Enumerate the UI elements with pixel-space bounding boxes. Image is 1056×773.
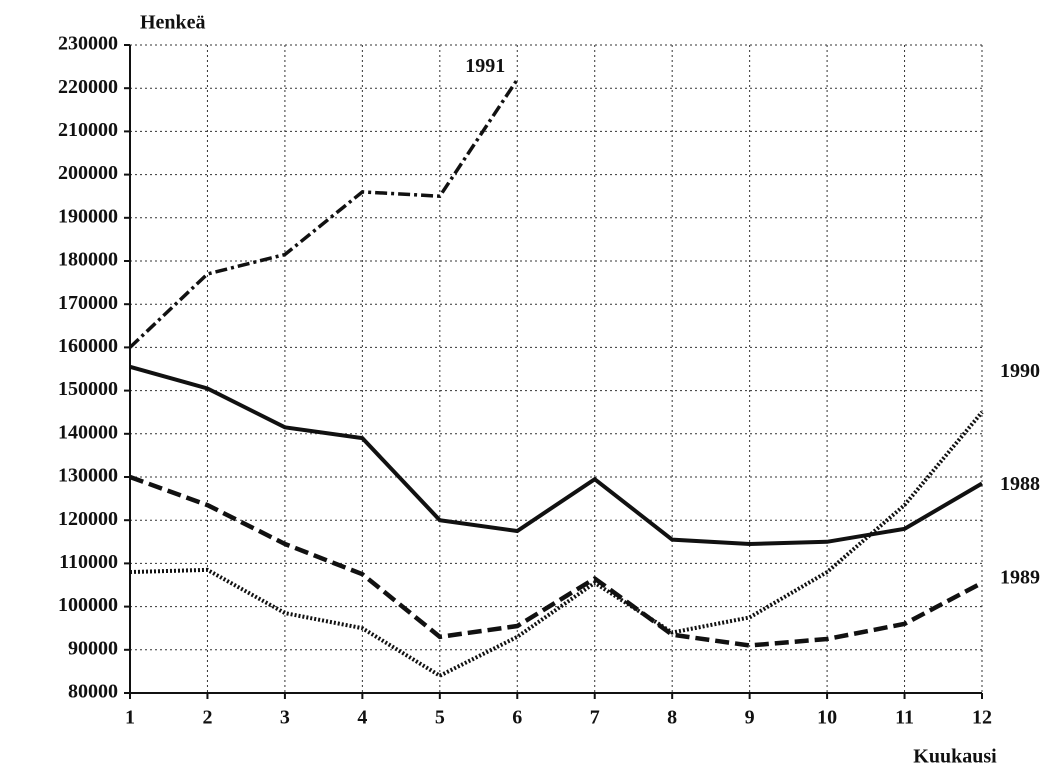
x-tick-label: 3 bbox=[280, 707, 290, 729]
series-label: 1988 bbox=[1000, 473, 1040, 495]
x-tick-label: 2 bbox=[202, 707, 212, 729]
y-tick-label: 150000 bbox=[58, 378, 118, 400]
series-line bbox=[128, 78, 519, 349]
series-label: 1990 bbox=[1000, 360, 1040, 382]
x-tick-label: 11 bbox=[895, 707, 914, 729]
x-tick-label: 12 bbox=[972, 707, 992, 729]
y-tick-label: 200000 bbox=[58, 162, 118, 184]
y-tick-label: 80000 bbox=[68, 681, 118, 703]
y-tick-label: 160000 bbox=[58, 335, 118, 357]
series-label: 1991 bbox=[465, 55, 505, 77]
x-tick-label: 10 bbox=[817, 707, 837, 729]
x-tick-label: 1 bbox=[125, 707, 135, 729]
y-tick-label: 130000 bbox=[58, 465, 118, 487]
x-axis-label: Kuukausi bbox=[913, 746, 997, 768]
series-line bbox=[129, 474, 984, 648]
y-tick-label: 120000 bbox=[58, 508, 118, 530]
y-axis-label: Henkeä bbox=[140, 12, 206, 34]
series-line bbox=[129, 364, 984, 546]
y-tick-label: 210000 bbox=[58, 119, 118, 141]
y-tick-label: 110000 bbox=[59, 551, 118, 573]
y-tick-label: 190000 bbox=[58, 205, 118, 227]
y-tick-label: 140000 bbox=[58, 421, 118, 443]
x-tick-label: 9 bbox=[745, 707, 755, 729]
y-tick-label: 230000 bbox=[58, 33, 118, 55]
x-tick-label: 6 bbox=[512, 707, 522, 729]
y-tick-label: 90000 bbox=[68, 637, 118, 659]
y-tick-label: 170000 bbox=[58, 292, 118, 314]
series-line bbox=[129, 410, 984, 679]
x-tick-label: 4 bbox=[357, 707, 367, 729]
y-tick-label: 220000 bbox=[58, 76, 118, 98]
y-tick-label: 100000 bbox=[58, 594, 118, 616]
x-tick-label: 5 bbox=[435, 707, 445, 729]
series-label: 1989 bbox=[1000, 566, 1040, 588]
x-tick-label: 7 bbox=[590, 707, 600, 729]
x-tick-label: 8 bbox=[667, 707, 677, 729]
y-tick-label: 180000 bbox=[58, 249, 118, 271]
